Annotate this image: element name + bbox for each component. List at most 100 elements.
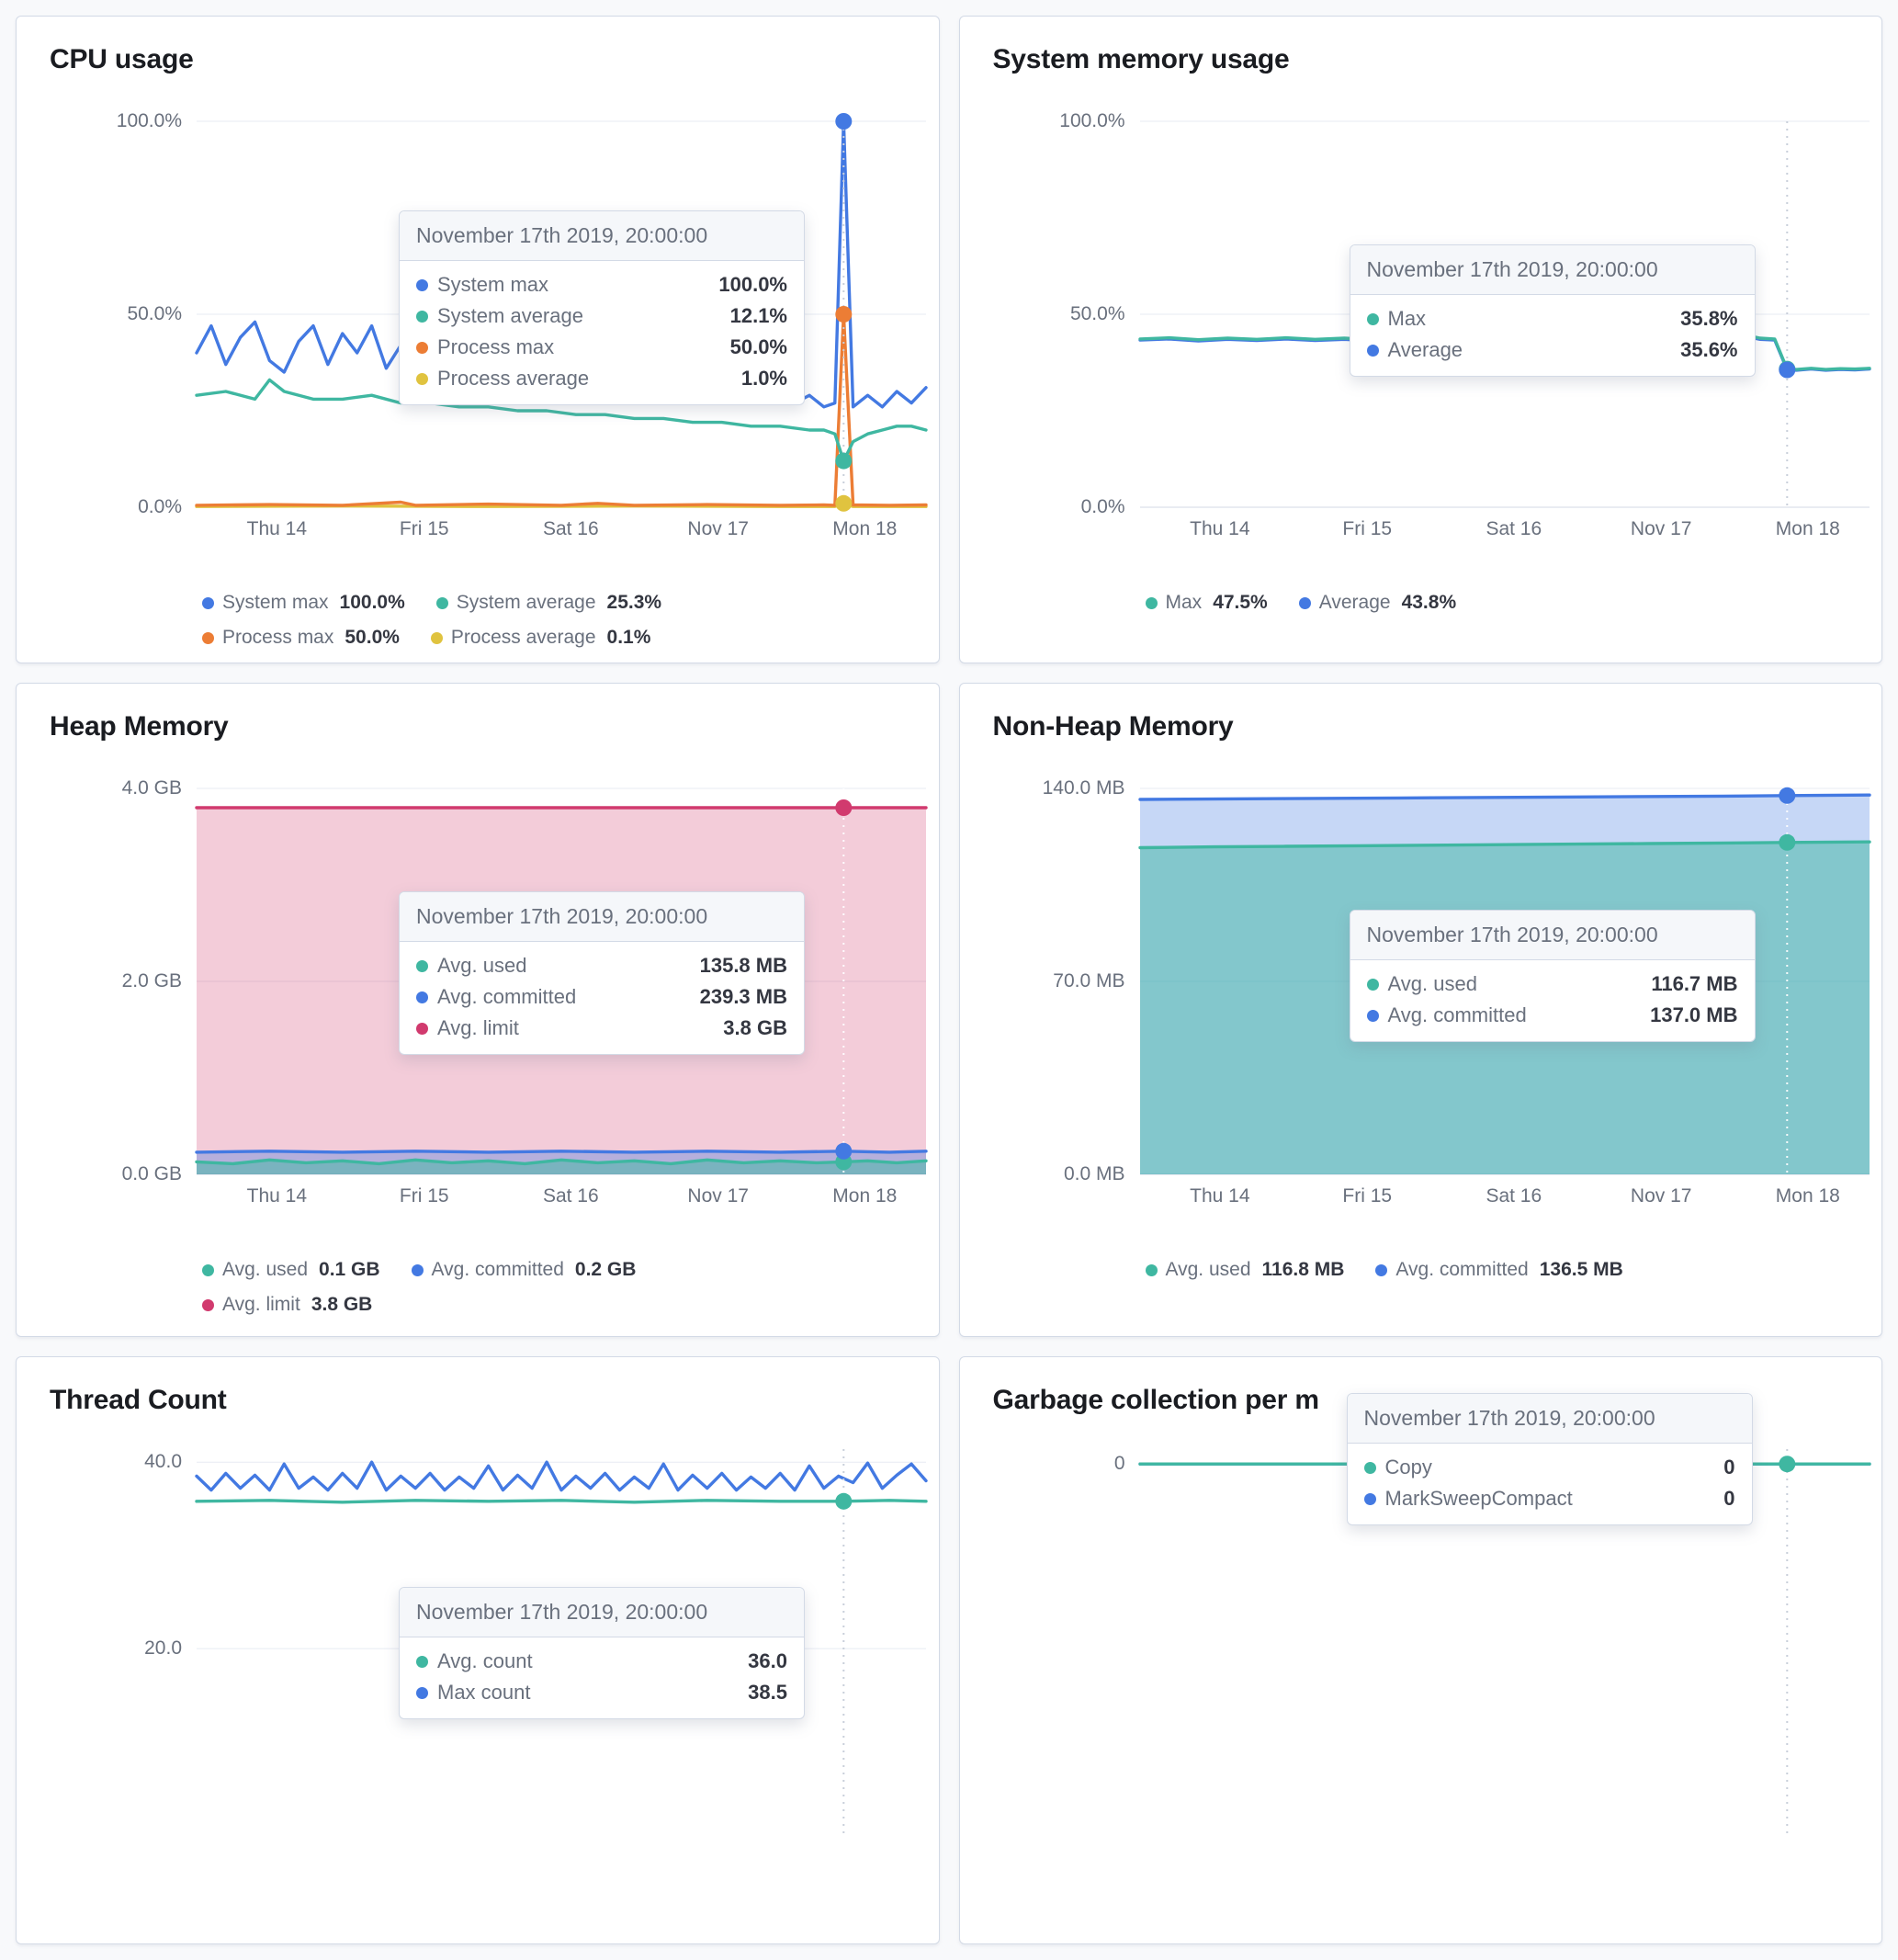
tooltip-color-dot: [1363, 1461, 1376, 1474]
tooltip-color-dot: [416, 310, 428, 323]
tooltip-series-value: 35.8%: [1680, 307, 1738, 330]
legend-value: 136.5 MB: [1539, 1259, 1623, 1280]
tooltip-row: Max 35.8%: [1366, 303, 1738, 334]
legend-value: 0.1%: [606, 627, 651, 648]
x-axis-label: Fri 15: [1342, 518, 1393, 539]
chart-legend: Max 47.5% Average 43.8%: [1145, 592, 1881, 614]
max-count-line: [195, 1460, 928, 1492]
y-axis-label: 50.0%: [127, 303, 182, 324]
legend-value: 25.3%: [606, 592, 662, 613]
legend-label: Average: [1318, 592, 1391, 613]
tooltip-series: Avg. committed: [416, 985, 576, 1009]
tooltip-series-value: 12.1%: [729, 304, 787, 327]
legend-item-process-average[interactable]: Process average 0.1%: [430, 627, 651, 649]
avg-count-line: [195, 1499, 928, 1504]
legend-item-system-max[interactable]: System max 100.0%: [202, 592, 405, 614]
tooltip-series-name: Process max: [437, 335, 555, 358]
heap-memory-chart[interactable]: 4.0 GB 2.0 GB 0.0 GB Thu 14 Fri 15 Sat 16 Nov …: [17, 684, 939, 1336]
x-axis-label: Sat 16: [1486, 1185, 1542, 1207]
tooltip-series-value: 38.5: [748, 1681, 787, 1704]
legend-item-avg-committed[interactable]: Avg. committed 136.5 MB: [1375, 1259, 1623, 1281]
process-max-line: [195, 312, 928, 507]
legend-color-dot: [1145, 596, 1158, 609]
y-axis-label: 70.0 MB: [1053, 970, 1125, 991]
tooltip-row: Avg. committed 239.3 MB: [416, 981, 787, 1013]
legend-value: 0.2 GB: [574, 1259, 637, 1280]
tooltip-body: Avg. used 135.8 MB Avg. committed 239.3 MB A…: [400, 942, 804, 1054]
legend-label: System max: [222, 592, 329, 613]
tooltip-row: Avg. limit 3.8 GB: [416, 1013, 787, 1044]
tooltip-series-value: 0: [1723, 1456, 1735, 1478]
legend-label: Process average: [450, 627, 596, 648]
tooltip-series: MarkSweepCompact: [1363, 1487, 1573, 1511]
chart-title: CPU usage: [50, 44, 194, 74]
x-axis-label: Thu 14: [246, 518, 308, 539]
tooltip-color-dot: [416, 278, 428, 291]
tooltip-series-value: 0: [1723, 1487, 1735, 1510]
tooltip-series: Max: [1366, 307, 1426, 331]
legend-item-average[interactable]: Average 43.8%: [1298, 592, 1457, 614]
tooltip-body: Max 35.8% Average 35.6%: [1350, 295, 1755, 376]
chart-legend: System max 100.0% System average 25.3% Proce…: [202, 592, 772, 649]
tooltip-series-name: Avg. count: [437, 1649, 533, 1672]
legend-item-max[interactable]: Max 47.5%: [1145, 592, 1268, 614]
legend-item-avg-used[interactable]: Avg. used 0.1 GB: [202, 1259, 380, 1281]
tooltip-series: Average: [1366, 338, 1463, 362]
legend-label: System average: [456, 592, 596, 613]
cpu-chart[interactable]: 100.0% 50.0% 0.0% Thu 14 Fri 15 Sat 16 Nov 17 M…: [17, 17, 939, 663]
thread-count-chart[interactable]: 40.0 20.0 November 17th 2019, 20:00:00 Avg.…: [17, 1357, 939, 1943]
tooltip-row: Average 35.6%: [1366, 334, 1738, 366]
tooltip-series: System max: [416, 273, 548, 297]
tooltip-date: November 17th 2019, 20:00:00: [1350, 245, 1755, 295]
y-axis-label: 2.0 GB: [121, 970, 182, 991]
legend-label: Max: [1165, 592, 1203, 613]
tooltip-series: Avg. count: [416, 1649, 533, 1673]
legend-item-system-average[interactable]: System average 25.3%: [435, 592, 662, 614]
system-average-line: [195, 378, 928, 463]
panel-heap-memory: Heap Memory 4.0 GB 2.0 GB 0.0 GB Thu 14 Fri …: [16, 683, 940, 1337]
y-axis-label: 100.0%: [1059, 110, 1125, 131]
x-axis-label: Thu 14: [1190, 518, 1250, 539]
tooltip-row: Copy 0: [1363, 1452, 1735, 1483]
panel-system-memory-usage: System memory usage 100.0% 50.0% 0.0% Thu 1…: [958, 16, 1882, 663]
tooltip-series: Process average: [416, 367, 589, 391]
copy-hover-dot: [1778, 1456, 1795, 1473]
process-average-hover-dot: [835, 494, 853, 512]
legend-label: Avg. used: [1165, 1259, 1251, 1280]
system-memory-chart[interactable]: 100.0% 50.0% 0.0% Thu 14 Fri 15 Sat 16 Nov 17 M…: [960, 17, 1882, 663]
tooltip-series-name: Max count: [437, 1681, 531, 1704]
tooltip-series-value: 3.8 GB: [723, 1016, 787, 1039]
legend-value: 50.0%: [345, 627, 400, 648]
legend-item-process-max[interactable]: Process max 50.0%: [202, 627, 400, 649]
legend-value: 43.8%: [1401, 592, 1457, 613]
tooltip-row: Avg. used 135.8 MB: [416, 950, 787, 981]
garbage-collection-chart[interactable]: 0 November 17th 2019, 20:00:00 Copy 0 MarkSw…: [960, 1357, 1882, 1943]
tooltip-series-value: 100.0%: [718, 273, 787, 296]
legend-color-dot: [1145, 1263, 1158, 1276]
chart-title: Non-Heap Memory: [992, 711, 1234, 742]
x-axis-label: Nov 17: [687, 518, 749, 539]
y-axis-label: 0: [1113, 1453, 1125, 1475]
tooltip-color-dot: [416, 991, 428, 1003]
x-axis-label: Mon 18: [1775, 518, 1840, 539]
chart-tooltip: November 17th 2019, 20:00:00 Copy 0 MarkSwe…: [1346, 1393, 1753, 1525]
cpu-plot[interactable]: [195, 113, 928, 512]
tooltip-series: Copy: [1363, 1456, 1432, 1479]
x-axis-label: Mon 18: [1775, 1185, 1840, 1207]
avg-committed-hover-dot: [1778, 787, 1795, 804]
non-heap-memory-chart[interactable]: 140.0 MB 70.0 MB 0.0 MB Thu 14 Fri 15 Sat 16 N…: [960, 684, 1882, 1336]
avg-used-line: [195, 1158, 928, 1166]
legend-item-avg-used[interactable]: Avg. used 116.8 MB: [1145, 1259, 1344, 1281]
tooltip-series-value: 135.8 MB: [699, 954, 787, 977]
legend-item-avg-committed[interactable]: Avg. committed 0.2 GB: [411, 1259, 637, 1281]
tooltip-color-dot: [1366, 344, 1379, 357]
chart-title: Heap Memory: [50, 711, 229, 742]
legend-value: 47.5%: [1213, 592, 1268, 613]
legend-item-avg-limit[interactable]: Avg. limit 3.8 GB: [202, 1294, 372, 1316]
y-axis-label: 4.0 GB: [121, 777, 182, 799]
tooltip-series-name: Average: [1387, 338, 1463, 361]
legend-color-dot: [1375, 1263, 1388, 1276]
tooltip-row: System average 12.1%: [416, 300, 787, 332]
x-axis-label: Nov 17: [1630, 1185, 1692, 1207]
tooltip-series-name: System max: [437, 273, 549, 296]
